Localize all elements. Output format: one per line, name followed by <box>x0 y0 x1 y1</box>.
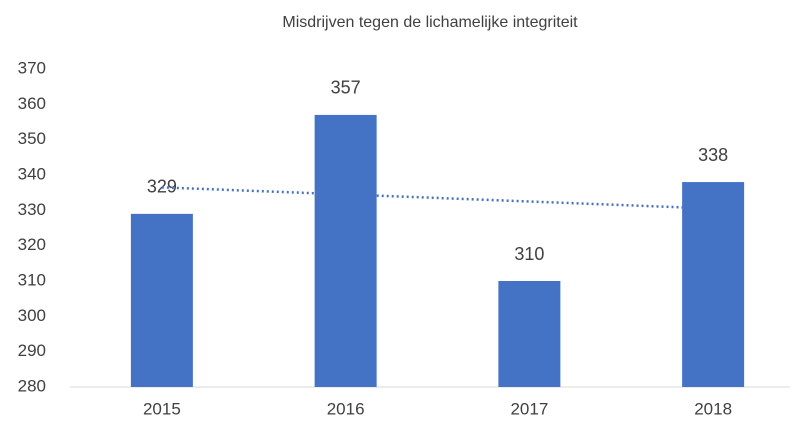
value-label: 357 <box>331 78 361 98</box>
y-tick-label: 340 <box>18 164 46 183</box>
y-tick-label: 360 <box>18 94 46 113</box>
y-tick-label: 290 <box>18 341 46 360</box>
x-tick-label: 2016 <box>327 399 365 418</box>
bar <box>130 213 193 387</box>
y-tick-label: 300 <box>18 306 46 325</box>
y-tick-label: 310 <box>18 270 46 289</box>
value-label: 310 <box>514 244 544 264</box>
bar <box>682 182 745 387</box>
y-tick-label: 320 <box>18 235 46 254</box>
y-tick-label: 280 <box>18 376 46 395</box>
y-tick-label: 350 <box>18 129 46 148</box>
value-label: 338 <box>698 145 728 165</box>
x-tick-label: 2018 <box>694 399 732 418</box>
bar <box>314 114 377 387</box>
chart-title: Misdrijven tegen de lichamelijke integri… <box>282 14 578 31</box>
x-tick-label: 2017 <box>510 399 548 418</box>
value-label: 329 <box>147 177 177 197</box>
trendline <box>161 186 714 210</box>
y-tick-label: 370 <box>18 58 46 77</box>
x-tick-label: 2015 <box>143 399 181 418</box>
bar <box>498 281 561 387</box>
y-tick-label: 330 <box>18 200 46 219</box>
